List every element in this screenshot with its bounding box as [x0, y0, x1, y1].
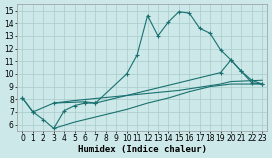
X-axis label: Humidex (Indice chaleur): Humidex (Indice chaleur)	[78, 145, 207, 154]
